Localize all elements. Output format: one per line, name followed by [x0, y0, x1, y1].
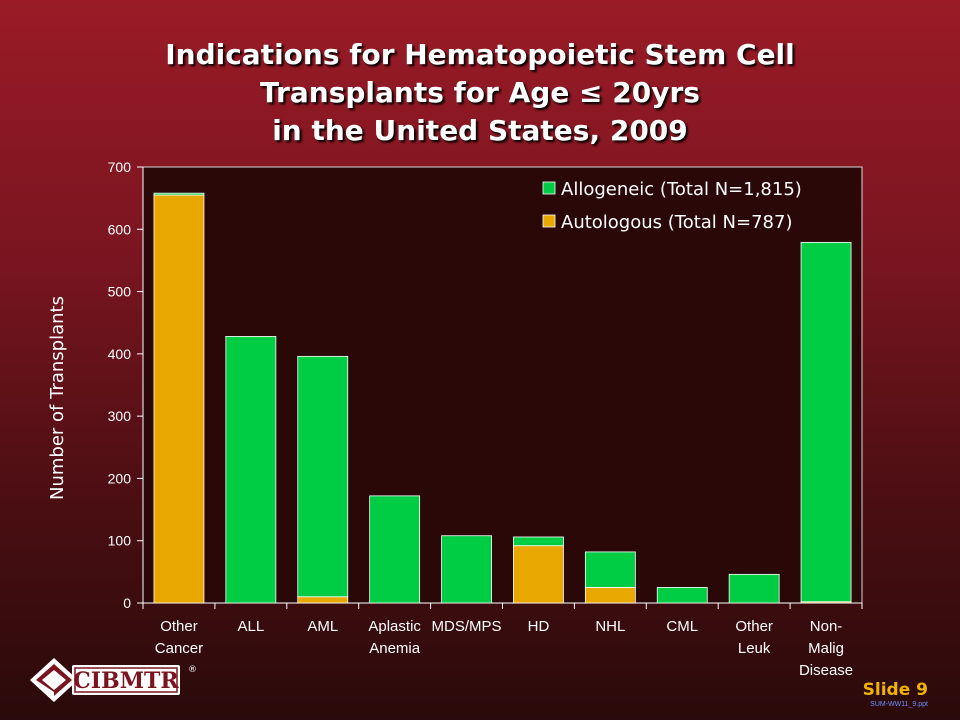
logo-diamond-icon — [30, 658, 78, 702]
x-category-label: Cancer — [155, 640, 203, 657]
bar-allogeneic — [513, 536, 564, 547]
bar-autologous — [297, 596, 349, 604]
bar-autologous — [513, 545, 564, 604]
x-category-label: MDS/MPS — [432, 618, 502, 635]
x-category-label: ALL — [237, 618, 264, 635]
y-tick-label: 400 — [108, 346, 132, 362]
x-category-label: Other — [735, 618, 773, 635]
x-category-label: Aplastic — [368, 618, 421, 635]
bar-allogeneic — [441, 535, 492, 604]
logo-text: CIBMTR — [73, 668, 179, 694]
x-category-label: Non- — [810, 618, 843, 635]
x-category-label: CML — [666, 618, 698, 635]
page-title: Indications for Hematopoietic Stem Cell … — [0, 36, 960, 150]
bar-autologous — [584, 587, 636, 604]
x-category-label: Anemia — [369, 640, 421, 657]
legend-swatch-allogeneic — [542, 181, 556, 195]
bar-allogeneic — [800, 241, 852, 603]
logo-registered-mark: ® — [188, 665, 197, 675]
y-tick-label: 700 — [108, 159, 132, 175]
bar-allogeneic — [225, 336, 277, 604]
bar-allogeneic — [369, 495, 421, 604]
legend-label-allogeneic: Allogeneic (Total N=1,815) — [561, 179, 802, 200]
bar-autologous — [153, 194, 205, 604]
bar-allogeneic — [656, 587, 708, 604]
bar-allogeneic — [728, 573, 780, 604]
x-category-label: Malig — [808, 640, 844, 657]
title-line-3: in the United States, 2009 — [272, 114, 688, 147]
legend-label-autologous: Autologous (Total N=787) — [561, 212, 792, 233]
x-category-label: Disease — [799, 662, 853, 679]
x-category-label: HD — [528, 618, 550, 635]
y-tick-label: 500 — [108, 284, 132, 300]
y-axis-label: Number of Transplants — [47, 296, 68, 500]
file-reference: SUM-WW11_9.ppt — [870, 701, 928, 708]
cibmtr-logo: CIBMTR ® — [30, 658, 197, 702]
title-line-2: Transplants for Age ≤ 20yrs — [260, 76, 700, 109]
slide-number: Slide 9 — [862, 680, 928, 700]
legend-swatch-autologous — [542, 214, 556, 228]
x-category-label: AML — [307, 618, 338, 635]
y-tick-label: 600 — [108, 221, 132, 237]
x-category-label: NHL — [595, 618, 625, 635]
x-category-label: Other — [160, 618, 198, 635]
y-tick-label: 100 — [108, 533, 132, 549]
y-tick-label: 0 — [123, 595, 131, 611]
y-tick-label: 200 — [108, 470, 132, 486]
logo-box — [72, 665, 180, 695]
x-category-label: Leuk — [738, 640, 771, 657]
bar-allogeneic — [584, 551, 636, 588]
bar-allogeneic — [297, 355, 349, 598]
y-tick-label: 300 — [108, 408, 132, 424]
title-line-1: Indications for Hematopoietic Stem Cell — [165, 38, 795, 71]
bar-allogeneic — [153, 192, 205, 196]
